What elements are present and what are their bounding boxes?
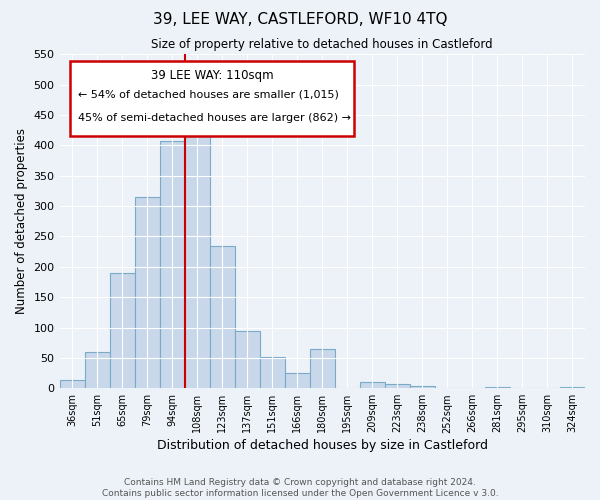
Bar — [160, 140, 185, 388]
Text: 39 LEE WAY: 110sqm: 39 LEE WAY: 110sqm — [151, 70, 273, 82]
Bar — [235, 330, 260, 388]
Bar — [310, 349, 335, 388]
Bar — [560, 387, 585, 388]
Text: Contains HM Land Registry data © Crown copyright and database right 2024.
Contai: Contains HM Land Registry data © Crown c… — [101, 478, 499, 498]
Bar — [485, 387, 510, 388]
Bar — [260, 356, 285, 388]
Text: 45% of semi-detached houses are larger (862) →: 45% of semi-detached houses are larger (… — [78, 113, 351, 123]
Bar — [360, 382, 385, 388]
Title: Size of property relative to detached houses in Castleford: Size of property relative to detached ho… — [151, 38, 493, 51]
FancyBboxPatch shape — [70, 61, 354, 136]
Bar — [134, 197, 160, 388]
Text: 39, LEE WAY, CASTLEFORD, WF10 4TQ: 39, LEE WAY, CASTLEFORD, WF10 4TQ — [153, 12, 447, 28]
X-axis label: Distribution of detached houses by size in Castleford: Distribution of detached houses by size … — [157, 440, 488, 452]
Bar — [110, 273, 134, 388]
Bar — [385, 384, 410, 388]
Bar — [185, 128, 209, 388]
Bar — [285, 373, 310, 388]
Bar — [209, 246, 235, 388]
Y-axis label: Number of detached properties: Number of detached properties — [15, 128, 28, 314]
Bar — [410, 386, 435, 388]
Bar — [59, 380, 85, 388]
Bar — [85, 352, 110, 388]
Text: ← 54% of detached houses are smaller (1,015): ← 54% of detached houses are smaller (1,… — [78, 90, 339, 100]
